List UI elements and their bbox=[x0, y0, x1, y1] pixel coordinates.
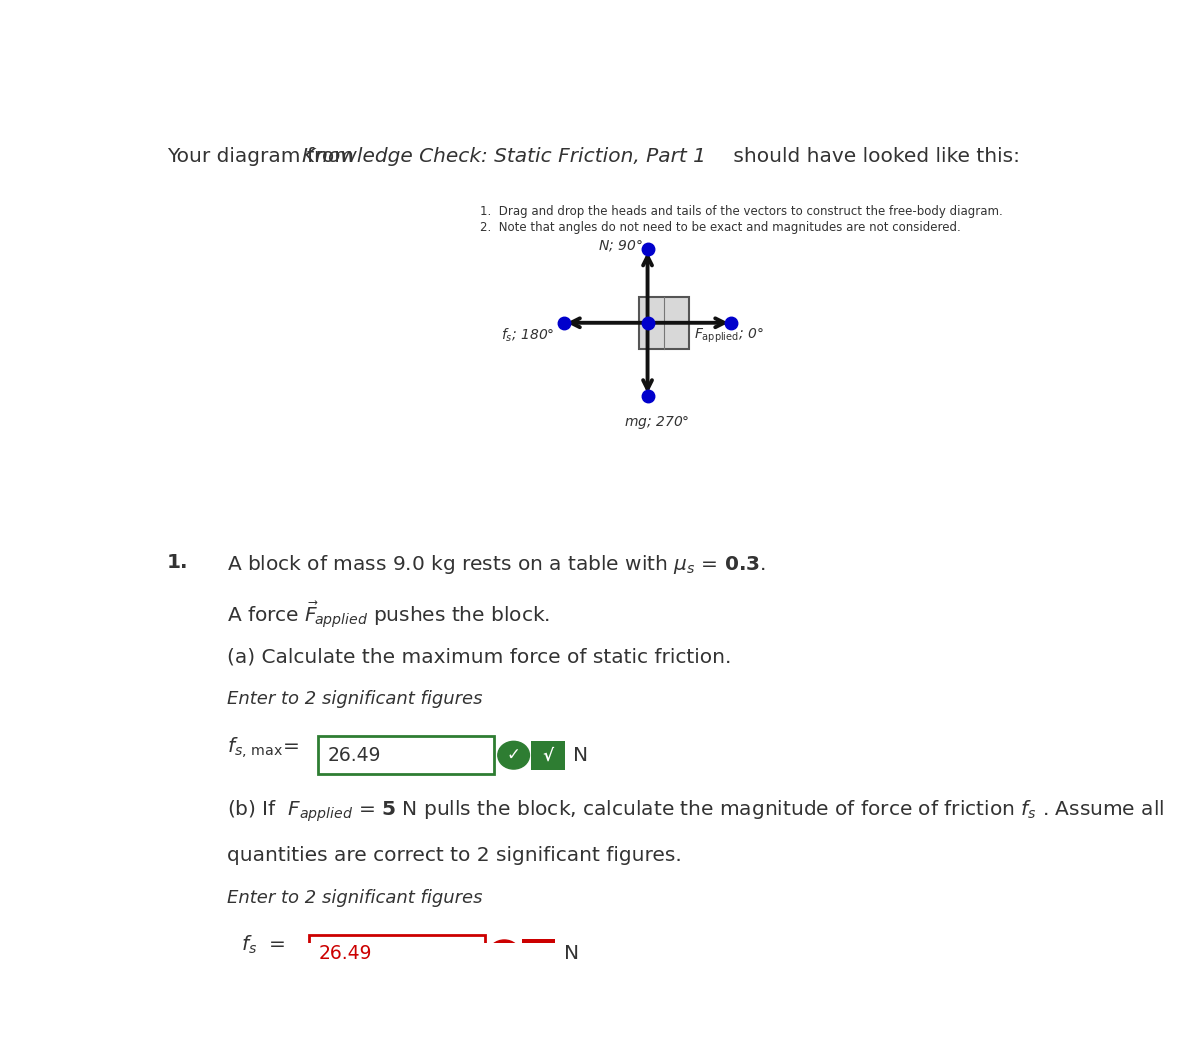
Text: N: N bbox=[574, 746, 588, 765]
Text: $F_{\rm applied}$; 0°: $F_{\rm applied}$; 0° bbox=[694, 327, 763, 345]
Text: Enter to 2 significant figures: Enter to 2 significant figures bbox=[227, 689, 482, 707]
Circle shape bbox=[498, 741, 529, 769]
Text: A block of mass 9.0 kg rests on a table with $\mu_s$ = $\mathbf{0.3}$.: A block of mass 9.0 kg rests on a table … bbox=[227, 553, 767, 576]
Text: 1.: 1. bbox=[167, 553, 188, 572]
Bar bbox=[638, 297, 689, 348]
Text: ✗: ✗ bbox=[497, 945, 511, 963]
Text: $f_s$  =: $f_s$ = bbox=[241, 933, 286, 956]
FancyBboxPatch shape bbox=[310, 935, 485, 972]
Text: 1.  Drag and drop the heads and tails of the vectors to construct the free-body : 1. Drag and drop the heads and tails of … bbox=[480, 204, 1003, 217]
Text: Knowledge Check: Static Friction, Part 1: Knowledge Check: Static Friction, Part 1 bbox=[301, 147, 706, 166]
Text: (b) If  $F_{\mathit{applied}}$ = $\mathbf{5}$ N pulls the block, calculate the m: (b) If $F_{\mathit{applied}}$ = $\mathbf… bbox=[227, 798, 1164, 824]
Text: $N$; 90°: $N$; 90° bbox=[598, 238, 643, 253]
Text: $f_{s,\,\rm max}$=: $f_{s,\,\rm max}$= bbox=[227, 735, 299, 759]
FancyBboxPatch shape bbox=[532, 740, 565, 770]
Text: 26.49: 26.49 bbox=[328, 746, 382, 765]
Text: √: √ bbox=[533, 945, 545, 963]
Text: √: √ bbox=[542, 747, 553, 765]
Text: 2.  Note that angles do not need to be exact and magnitudes are not considered.: 2. Note that angles do not need to be ex… bbox=[480, 221, 961, 234]
Text: ✓: ✓ bbox=[506, 747, 521, 765]
Text: quantities are correct to 2 significant figures.: quantities are correct to 2 significant … bbox=[227, 846, 682, 865]
Text: Enter to 2 significant figures: Enter to 2 significant figures bbox=[227, 889, 482, 907]
FancyBboxPatch shape bbox=[318, 736, 494, 774]
Text: $f_s$; 180°: $f_s$; 180° bbox=[502, 327, 554, 344]
Text: should have looked like this:: should have looked like this: bbox=[727, 147, 1020, 166]
Text: Your diagram from: Your diagram from bbox=[167, 147, 360, 166]
Text: $mg$; 270°: $mg$; 270° bbox=[624, 414, 690, 431]
FancyBboxPatch shape bbox=[522, 939, 556, 969]
Text: A force $\vec{F}_{\!\mathit{applied}}$ pushes the block.: A force $\vec{F}_{\!\mathit{applied}}$ p… bbox=[227, 600, 551, 631]
Text: (a) Calculate the maximum force of static friction.: (a) Calculate the maximum force of stati… bbox=[227, 647, 732, 666]
Text: 26.49: 26.49 bbox=[318, 945, 372, 964]
Text: N: N bbox=[564, 945, 578, 964]
Circle shape bbox=[488, 940, 520, 968]
